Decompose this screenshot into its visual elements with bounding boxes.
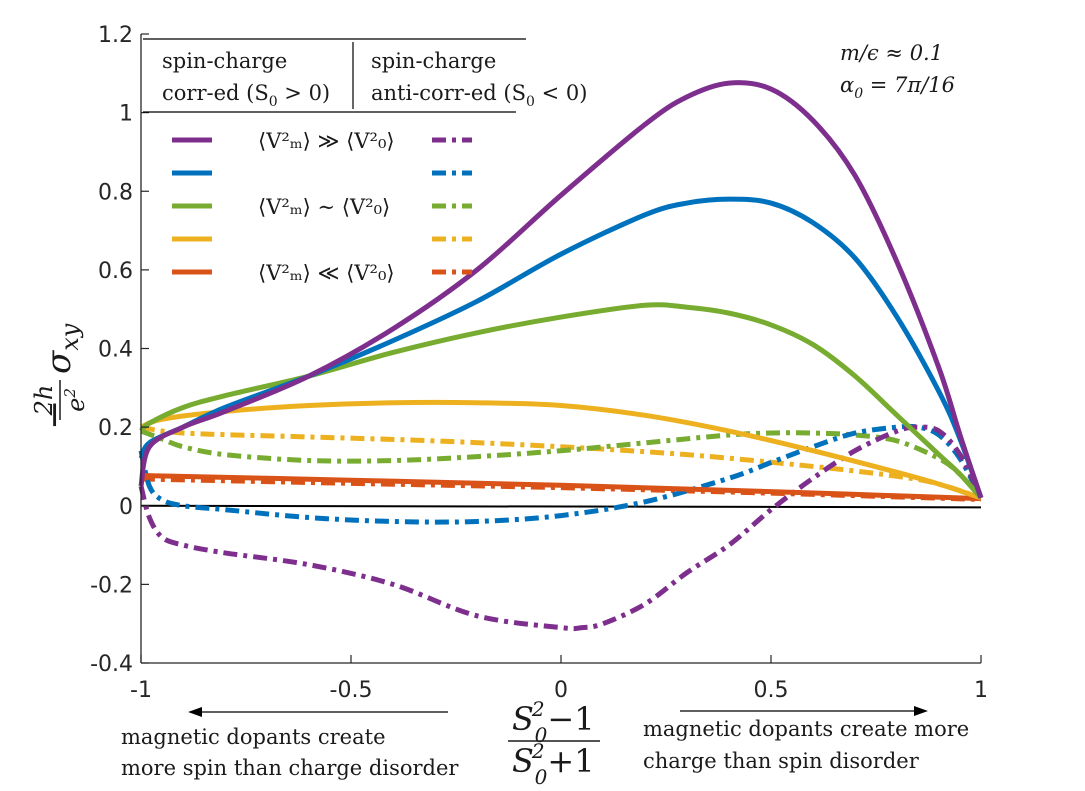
x-tick-label: 0.5 (754, 678, 789, 703)
y-label-denominator: e2 (61, 388, 90, 412)
series-purple-solid (138, 80, 984, 499)
x-tick-label: 0 (554, 678, 568, 703)
series-green-solid (139, 302, 983, 500)
y-tick-label: 0.2 (98, 416, 133, 441)
zero-reference-line (140, 504, 982, 509)
zero-line (140, 504, 982, 509)
x-axis-label: S2 0−1 S2 0+1 (508, 697, 600, 789)
series-purple-dashed (138, 424, 984, 632)
y-tick-label: 0.6 (98, 259, 133, 284)
annotation-left: magnetic dopants create more spin than c… (121, 707, 459, 780)
series-blue-solid (138, 196, 984, 499)
y-axis-label: − 2h e2 σxy (30, 323, 90, 430)
y-label-minus: − (34, 400, 75, 430)
y-tick-label: 1 (119, 102, 133, 127)
y-tick-label: 0.4 (98, 338, 133, 363)
axes (140, 33, 982, 664)
series-orange-solid (140, 472, 982, 502)
legend-row-label: ⟨V²ₘ⟩ ≫ ⟨V²₀⟩ (258, 129, 395, 153)
x-tick-label: -0.5 (330, 678, 373, 703)
series-yellow-solid (139, 399, 982, 501)
y-tick-label: -0.4 (90, 652, 133, 677)
annotation-left-line2: more spin than charge disorder (121, 756, 459, 780)
arrow-right-icon (914, 706, 928, 716)
legend-left-header-1: spin-charge (162, 49, 287, 73)
legend-left-header-2: corr-ed (S0 > 0) (162, 81, 330, 110)
y-tick-label: 0 (119, 495, 133, 520)
annotation-right-line1: magnetic dopants create more (643, 717, 969, 741)
x-tick-label: 1 (974, 678, 988, 703)
param-mass-ratio: m/ϵ ≈ 0.1 (840, 41, 943, 65)
y-tick-labels: -0.4 -0.2 0 0.2 0.4 0.6 0.8 1 1.2 (90, 23, 133, 677)
annotation-right-line2: charge than spin disorder (643, 749, 920, 773)
x-tick-labels: -1 -0.5 0 0.5 1 (130, 678, 988, 703)
legend-row-label: ⟨V²ₘ⟩ ∼ ⟨V²₀⟩ (258, 195, 390, 219)
x-label-denominator: S2 0+1 (512, 739, 595, 789)
legend-header-bg (143, 39, 526, 112)
x-tick-label: -1 (130, 678, 152, 703)
y-label-numerator: 2h (30, 385, 58, 417)
annotation-left-line1: magnetic dopants create (121, 725, 386, 749)
y-tick-label: 0.8 (98, 180, 133, 205)
arrow-left-icon (188, 707, 202, 717)
legend: spin-charge corr-ed (S0 > 0) spin-charge… (143, 38, 587, 285)
y-tick-label: -0.2 (90, 573, 133, 598)
legend-row-label: ⟨V²ₘ⟩ ≪ ⟨V²₀⟩ (258, 261, 395, 285)
legend-right-header-2: anti-corr-ed (S0 < 0) (371, 81, 587, 110)
annotation-right: magnetic dopants create more charge than… (643, 706, 969, 773)
y-tick-label: 1.2 (98, 23, 133, 48)
series-green-dashed (140, 428, 983, 500)
param-alpha: α0 = 7π/16 (840, 73, 955, 102)
legend-rows: ⟨V²ₘ⟩ ≫ ⟨V²₀⟩ ⟨V²ₘ⟩ ∼ ⟨V²₀⟩ ⟨V²ₘ⟩ ≪ ⟨V²₀⟩ (172, 129, 472, 285)
y-label-sigma: σxy (39, 323, 84, 374)
series-lines (138, 80, 984, 632)
legend-right-header-1: spin-charge (371, 49, 496, 73)
